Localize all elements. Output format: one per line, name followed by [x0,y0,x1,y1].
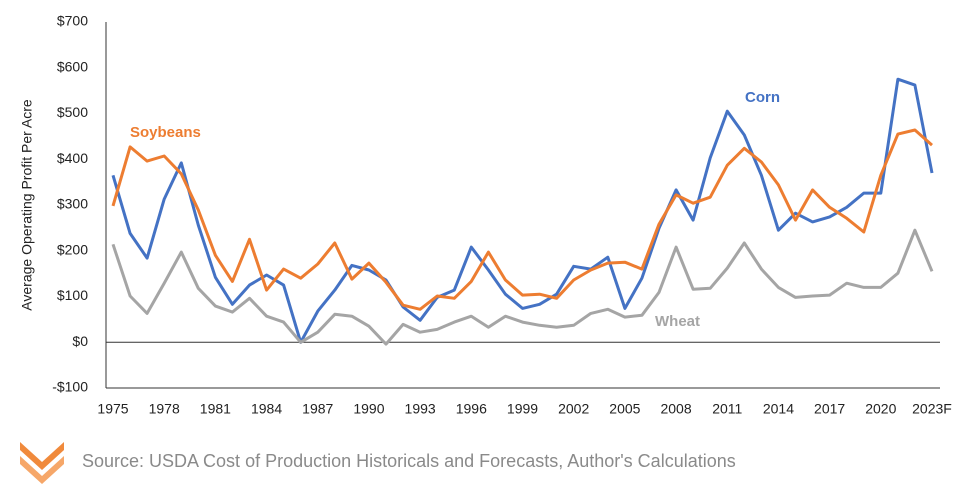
x-tick-label: 1987 [302,401,333,417]
x-tick-label: 2020 [865,401,896,417]
y-tick-label: $600 [57,58,88,74]
x-tick-label: 1993 [405,401,436,417]
y-tick-label: -$100 [52,379,88,395]
series-line [111,128,933,311]
x-tick-label: 1975 [97,401,128,417]
x-tick-label: 1996 [456,401,487,417]
logo [20,442,64,484]
source-note: Source: USDA Cost of Production Historic… [82,451,736,471]
series-label: Wheat [655,313,700,330]
series-line [111,77,934,344]
y-tick-label: $100 [57,287,88,303]
x-tick-label: 2008 [660,401,691,417]
x-tick-label: 1984 [251,401,282,417]
y-tick-label: $200 [57,241,88,257]
y-tick-label: $300 [57,196,88,212]
y-tick-label: $0 [72,333,88,349]
x-tick-label: 1978 [149,401,180,417]
x-tick-label: 2023F [912,401,952,417]
series-label: Soybeans [130,124,201,141]
x-tick-label: 2002 [558,401,589,417]
x-tick-label: 2017 [814,401,845,417]
y-tick-label: $700 [57,13,88,29]
x-tick-label: 2005 [609,401,640,417]
y-tick-label: $400 [57,150,88,166]
series-line [111,228,934,346]
y-tick-label: $500 [57,104,88,120]
x-tick-label: 2011 [712,401,742,417]
x-tick-label: 1990 [353,401,384,417]
x-tick-label: 1999 [507,401,538,417]
series-label: Corn [745,89,780,106]
y-axis-label: Average Operating Profit Per Acre [19,99,35,311]
x-tick-label: 2014 [763,401,794,417]
x-tick-label: 1981 [200,401,231,417]
